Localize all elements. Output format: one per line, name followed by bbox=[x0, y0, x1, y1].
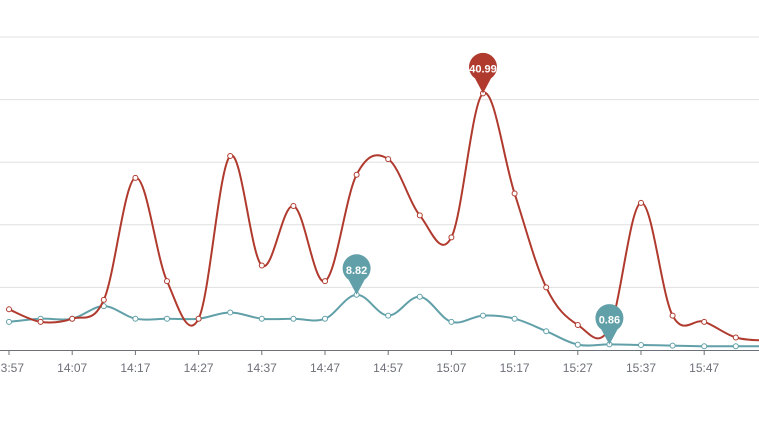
data-point bbox=[227, 152, 234, 159]
pin-shape bbox=[469, 52, 497, 94]
data-point bbox=[132, 174, 139, 181]
pin-marker: 0.86 bbox=[595, 304, 624, 345]
x-tick-label: 13:57 bbox=[0, 361, 24, 375]
data-point bbox=[164, 278, 170, 285]
data-point bbox=[732, 343, 739, 350]
data-point bbox=[669, 342, 676, 349]
data-point bbox=[290, 315, 297, 322]
data-point bbox=[37, 318, 44, 325]
x-tick-label: 14:57 bbox=[373, 361, 403, 375]
data-point bbox=[322, 315, 328, 322]
data-point bbox=[258, 262, 265, 269]
x-axis: 13:57 14:07 14:17 14:27 14:37 14:47 14:57 15:07… bbox=[0, 350, 759, 375]
data-point bbox=[100, 296, 107, 303]
pin-marker: 40.99 bbox=[469, 52, 497, 94]
data-point bbox=[258, 315, 265, 322]
series-1 bbox=[6, 90, 759, 342]
x-tick-label: 15:47 bbox=[689, 361, 719, 375]
data-point bbox=[385, 156, 392, 163]
x-tick-label: 14:47 bbox=[310, 361, 340, 375]
x-tick-label: 15:37 bbox=[626, 361, 656, 375]
data-point bbox=[416, 212, 423, 219]
pin-shape bbox=[342, 254, 371, 295]
data-point bbox=[448, 234, 455, 241]
data-point bbox=[574, 321, 581, 328]
data-point bbox=[69, 315, 76, 322]
series-2 bbox=[6, 291, 759, 350]
series-line bbox=[8, 92, 759, 342]
data-point bbox=[574, 341, 581, 348]
data-point bbox=[701, 343, 708, 350]
x-tick-label: 14:07 bbox=[57, 361, 87, 375]
pin-marker: 8.82 bbox=[342, 254, 371, 295]
marker-group: 40.99 8.82 0.86 bbox=[342, 52, 624, 345]
data-point bbox=[6, 318, 12, 325]
data-point bbox=[353, 171, 360, 178]
x-tick-label: 14:27 bbox=[184, 361, 214, 375]
grid-lines bbox=[0, 36, 759, 288]
x-tick-label: 15:07 bbox=[436, 361, 466, 375]
x-tick-label: 14:17 bbox=[120, 361, 150, 375]
data-point bbox=[543, 328, 550, 335]
data-point bbox=[132, 315, 139, 322]
pin-label: 0.86 bbox=[599, 315, 620, 327]
x-tick-label: 15:27 bbox=[563, 361, 593, 375]
data-point bbox=[480, 312, 486, 319]
data-point bbox=[543, 284, 550, 291]
pin-label: 8.82 bbox=[346, 265, 367, 277]
data-point bbox=[701, 318, 708, 325]
pin-label: 40.99 bbox=[469, 63, 497, 75]
x-tick-label: 14:37 bbox=[247, 361, 277, 375]
data-point bbox=[195, 315, 202, 322]
data-point bbox=[669, 312, 676, 319]
data-point bbox=[638, 341, 644, 348]
data-point bbox=[638, 199, 644, 206]
data-point bbox=[6, 306, 12, 313]
data-point bbox=[227, 309, 234, 316]
data-point bbox=[511, 315, 518, 322]
data-point bbox=[448, 318, 455, 325]
data-point bbox=[164, 315, 170, 322]
pin-shape bbox=[595, 304, 624, 345]
data-point bbox=[290, 203, 297, 210]
data-point bbox=[416, 293, 423, 300]
data-point bbox=[322, 278, 328, 285]
data-point bbox=[385, 312, 392, 319]
data-point bbox=[732, 334, 739, 341]
series-line bbox=[8, 293, 759, 348]
series-group bbox=[6, 90, 759, 350]
x-tick-label: 15:17 bbox=[500, 361, 530, 375]
data-point bbox=[511, 190, 518, 197]
